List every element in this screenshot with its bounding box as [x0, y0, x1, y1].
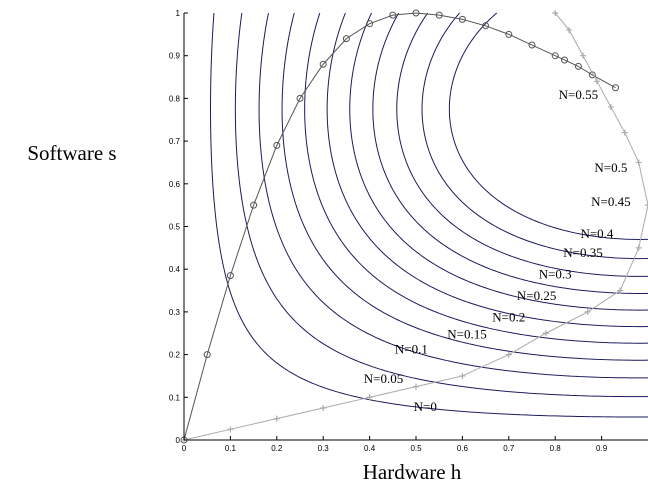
circle-marker: [458, 15, 466, 23]
contour-label: N=0.05: [364, 371, 403, 386]
plus-marker: [580, 52, 587, 59]
plus-marker: [273, 415, 280, 422]
contour-line: [281, 12, 648, 361]
y-tick-label: 0.2: [169, 351, 181, 360]
contour-line: [448, 12, 648, 240]
y-tick-label: 0.6: [169, 180, 181, 189]
x-tick-label: 0.3: [318, 444, 330, 453]
circle-marker: [226, 272, 234, 280]
contour-layer: [210, 12, 648, 418]
circle-marker: [319, 60, 327, 68]
plus-marker: [459, 372, 466, 379]
contour-line: [304, 12, 648, 344]
y-tick-label: 1: [176, 9, 181, 18]
plus-marker: [505, 351, 512, 358]
plus-marker: [566, 27, 573, 34]
contour-label: N=0: [414, 399, 437, 414]
circle-marker: [273, 141, 281, 149]
circle-marker: [528, 41, 536, 49]
y-tick-label: 0.9: [169, 52, 181, 61]
circle-marker: [389, 11, 397, 19]
x-tick-label: 0.8: [550, 444, 562, 453]
axes: 0 0.1 0.2 0.3 0.4 0.5 0.6 0.7 0.8 0.9 0 0.1 0.2 0.3 0.…: [169, 9, 648, 453]
y-tick-label: 0.8: [169, 94, 181, 103]
contour-label: N=0.5: [594, 160, 627, 175]
circle-marker: [560, 56, 568, 64]
series-line: [183, 12, 648, 441]
plus-marker: [227, 426, 234, 433]
circle-marker: [505, 30, 513, 38]
x-tick-label: 0.9: [596, 444, 608, 453]
contour-label: N=0.25: [517, 288, 556, 303]
plus-marker: [621, 129, 628, 136]
plus-marker: [635, 244, 642, 251]
contour-label: N=0.2: [492, 309, 525, 324]
plus-marker: [635, 159, 642, 166]
circle-marker: [250, 201, 258, 209]
plus-marker: [593, 78, 600, 85]
contour-line: [258, 12, 648, 379]
series-layer: [180, 9, 648, 444]
circle-marker: [482, 22, 490, 30]
x-tick-label: 0.2: [271, 444, 283, 453]
contour-line: [372, 12, 648, 294]
contour-label: N=0.45: [591, 194, 630, 209]
contour-line: [421, 12, 648, 260]
x-tick-label: 0.7: [503, 444, 515, 453]
circle-marker: [435, 11, 443, 19]
contour-label: N=0.15: [447, 326, 486, 341]
plus-marker: [320, 404, 327, 411]
y-tick-label: 0.4: [169, 265, 181, 274]
plus-marker: [542, 330, 549, 337]
x-tick-label: 0.6: [457, 444, 469, 453]
circle-marker: [574, 62, 582, 70]
x-tick-label: 0: [182, 444, 187, 453]
plus-marker: [413, 383, 419, 390]
circle-marker: [342, 35, 350, 43]
x-tick-label: 0.1: [225, 444, 237, 453]
y-tick-label: 0.7: [169, 137, 181, 146]
contour-label: N=0.1: [395, 341, 428, 356]
circle-marker: [296, 94, 304, 102]
plus-marker: [617, 287, 624, 294]
contour-label: N=0.55: [559, 87, 598, 102]
x-tick-label: 0.5: [410, 444, 422, 453]
contour-label: N=0.35: [563, 245, 602, 260]
circle-marker: [366, 20, 374, 28]
contour-label: N=0.4: [580, 226, 613, 241]
x-tick-label: 0.4: [364, 444, 376, 453]
contour-label: N=0.3: [539, 267, 572, 282]
x-axis-title: Hardware h: [363, 460, 462, 484]
plus-marker: [366, 394, 373, 401]
contour-line: [234, 12, 648, 398]
y-tick-label: 0.3: [169, 308, 181, 317]
circle-marker: [551, 52, 559, 60]
circle-marker: [412, 9, 420, 17]
circle-marker: [612, 84, 620, 92]
plus-marker: [645, 202, 648, 209]
plus-marker: [552, 10, 559, 16]
y-axis-title: Software s: [27, 141, 116, 165]
y-tick-label: 0.5: [169, 223, 181, 232]
contour-label-layer: N=0 N=0.05 N=0.1 N=0.15 N=0.2 N=0.25 N=0.3 N=0.…: [364, 87, 631, 414]
y-tick-label: 0.1: [169, 393, 181, 402]
contour-line: [396, 12, 648, 277]
circle-marker: [203, 351, 211, 359]
contour-line: [326, 12, 648, 328]
plus-marker: [607, 103, 614, 110]
y-tick-label: 0: [176, 436, 181, 445]
plus-marker: [584, 308, 591, 315]
